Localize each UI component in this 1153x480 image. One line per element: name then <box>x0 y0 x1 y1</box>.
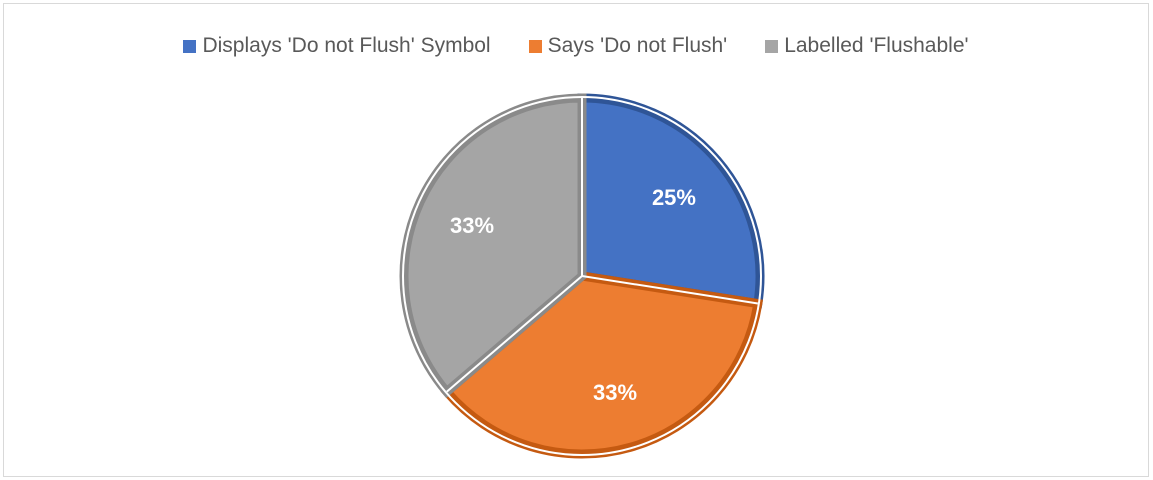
pie-data-label-0: 25% <box>652 185 696 210</box>
chart-legend: Displays 'Do not Flush' Symbol Says 'Do … <box>4 34 1148 58</box>
pie-slice-1 <box>440 271 764 459</box>
legend-label-do-not-flush-symbol: Displays 'Do not Flush' Symbol <box>202 34 491 57</box>
legend-swatch-labelled-flushable <box>765 39 779 53</box>
legend-entry-do-not-flush-symbol: Displays 'Do not Flush' Symbol <box>183 34 491 58</box>
legend-label-says-do-not-flush: Says 'Do not Flush' <box>547 34 728 57</box>
pie-slice-0 <box>577 93 765 309</box>
legend-entry-labelled-flushable: Labelled 'Flushable' <box>765 34 969 58</box>
legend-entry-says-do-not-flush: Says 'Do not Flush' <box>528 34 728 58</box>
pie-data-label-1: 33% <box>593 380 637 405</box>
legend-swatch-do-not-flush-symbol <box>183 39 197 53</box>
pie-separator-1 <box>581 275 759 305</box>
pie-separator-2 <box>446 275 583 393</box>
legend-swatch-says-do-not-flush <box>528 39 542 53</box>
legend-label-labelled-flushable: Labelled 'Flushable' <box>784 34 969 57</box>
pie-data-label-2: 33% <box>450 213 494 238</box>
pie-rim <box>402 96 762 456</box>
pie-slice-2 <box>399 93 587 399</box>
